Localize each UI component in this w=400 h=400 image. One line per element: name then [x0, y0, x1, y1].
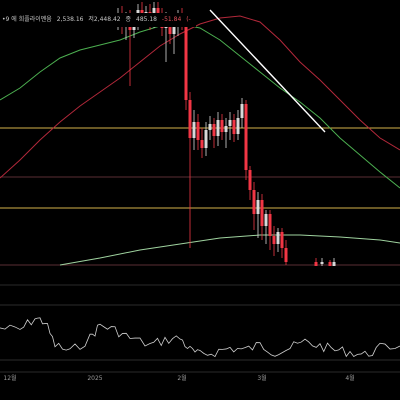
candle-body [196, 122, 200, 140]
trendline [209, 9, 326, 133]
candle-body [156, 8, 160, 16]
candle-body [268, 214, 272, 236]
candle-body [280, 232, 284, 248]
candle-body [200, 140, 204, 148]
time-axis-tick-label: 2025 [87, 375, 102, 382]
candle-body [320, 262, 324, 264]
candle-body [276, 232, 280, 244]
candle-body [168, 20, 172, 34]
candle-body [208, 124, 212, 130]
time-axis-tick-label: 4월 [345, 374, 354, 382]
candle-body [248, 170, 252, 190]
ohlc-high: 저2,448.42 [88, 16, 121, 23]
candle-body [244, 104, 248, 170]
long-moving-average-line [59, 234, 400, 266]
pane-gap [0, 266, 400, 290]
ohlc-open: 2,538.16 [56, 16, 84, 23]
candle-body [228, 120, 232, 126]
candle-body [220, 120, 224, 132]
candle-body [172, 26, 176, 34]
oscillator-line [0, 317, 400, 358]
candle-body [284, 248, 288, 262]
candle-body [188, 100, 192, 138]
fast-moving-average-line [0, 23, 400, 189]
candle-body [256, 200, 260, 214]
time-axis-tick-label: 3월 [257, 374, 266, 382]
ohlc-close: 485.18 [136, 16, 157, 23]
candle-body [264, 214, 268, 226]
candle-body [236, 118, 240, 134]
ohlc-change: -51.84 [161, 16, 182, 23]
candle-body [192, 122, 196, 138]
candle-body [252, 190, 256, 214]
symbol-fragment: •9 에 희플라이멘움 [2, 16, 52, 23]
candle-body [204, 130, 208, 148]
time-axis-tick-label: 2월 [177, 374, 186, 382]
ohlc-legend: •9 에 희플라이멘움 2,538.16 저2,448.42 종 485.18 … [0, 13, 196, 27]
candle-body [272, 236, 276, 244]
candle-body [314, 262, 318, 266]
candle-body [240, 104, 244, 118]
ohlc-low-label: 종 [125, 16, 132, 23]
candle-body [216, 120, 220, 136]
candle-body [328, 262, 332, 266]
candle-body [212, 124, 216, 136]
slow-moving-average-line [0, 15, 400, 179]
candle-body [224, 126, 228, 132]
candle-body [260, 200, 264, 226]
ohlc-change-pct: (- [186, 16, 191, 23]
candle-body [332, 262, 336, 266]
time-axis-tick-label: 12월 [3, 374, 16, 382]
candle-body [184, 24, 188, 100]
candle-body [232, 120, 236, 134]
